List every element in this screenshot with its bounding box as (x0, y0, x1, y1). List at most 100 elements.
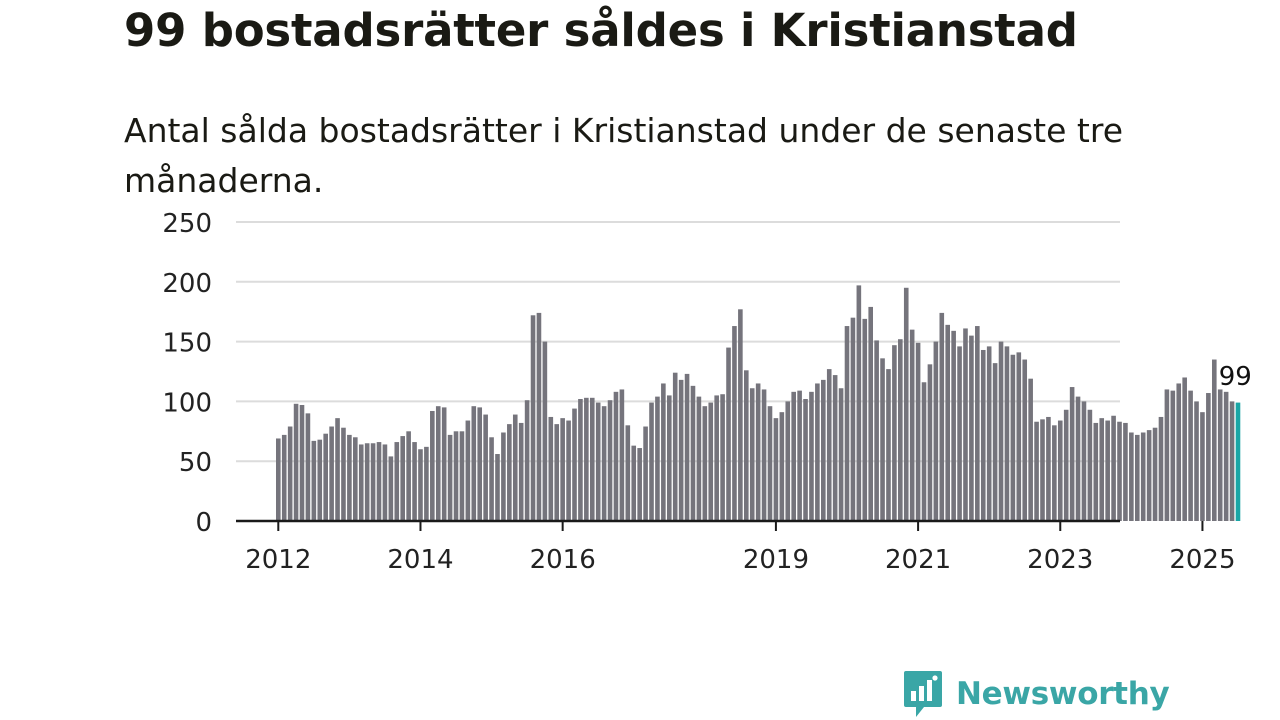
bar (779, 412, 785, 521)
bar (678, 379, 684, 521)
bar (755, 383, 761, 521)
bar (530, 315, 536, 521)
bar (732, 326, 737, 521)
bar (1040, 419, 1045, 521)
bars (276, 285, 1241, 521)
bar (738, 309, 743, 521)
bar (1211, 359, 1217, 521)
bar (1188, 390, 1193, 521)
bar (868, 306, 873, 521)
bar (554, 424, 560, 521)
bar (690, 385, 696, 521)
bar (607, 400, 613, 521)
bar (684, 373, 690, 521)
bar (299, 404, 305, 521)
bar (969, 335, 974, 521)
bar (394, 442, 400, 521)
bar (435, 406, 441, 521)
bar (761, 389, 767, 521)
bar (584, 397, 589, 521)
bar (483, 414, 488, 521)
bar (430, 410, 435, 521)
bar (826, 369, 832, 521)
y-tick-label: 50 (179, 448, 212, 478)
bar (1182, 377, 1187, 521)
y-axis-tick-labels: 0 50 100 150 200 250 (162, 209, 212, 538)
bar (578, 399, 583, 521)
bar (406, 431, 411, 521)
bar (566, 420, 571, 521)
x-tick-label: 2025 (1169, 545, 1235, 575)
bar (844, 326, 850, 521)
bar (353, 437, 358, 521)
bar (1052, 425, 1057, 521)
bar (1217, 389, 1223, 521)
bar (821, 379, 826, 521)
bar (1046, 416, 1051, 521)
bar (809, 391, 814, 521)
bar (1111, 415, 1116, 521)
bar (726, 347, 731, 521)
chart-title: 99 bostadsrätter såldes i Kristianstad (124, 4, 1078, 57)
x-tick-label: 2016 (530, 545, 596, 575)
bar (1093, 422, 1099, 521)
bar (791, 391, 796, 521)
y-tick-label: 150 (162, 329, 212, 359)
bar (856, 285, 862, 521)
x-tick-label: 2014 (387, 545, 453, 575)
x-tick-label: 2012 (245, 545, 311, 575)
bar (1164, 389, 1170, 521)
bar (424, 446, 429, 521)
bar (649, 402, 654, 521)
bar (992, 363, 998, 521)
bar (477, 407, 483, 521)
bar (1022, 359, 1028, 521)
x-tick-label: 2019 (743, 545, 809, 575)
bar (453, 431, 459, 521)
bar (838, 388, 844, 521)
bar (613, 391, 619, 521)
brand-name: Newsworthy (956, 676, 1170, 712)
bar (767, 406, 773, 521)
bar (376, 442, 382, 521)
y-tick-label: 250 (162, 209, 212, 239)
bar (560, 418, 565, 521)
bar (1057, 420, 1063, 521)
bar (323, 433, 328, 521)
bar (542, 341, 548, 521)
bar (1146, 430, 1152, 521)
bar (986, 346, 992, 521)
bar (317, 439, 323, 521)
bar (358, 444, 364, 521)
bar (276, 438, 281, 521)
bar (785, 401, 791, 521)
bar (1129, 432, 1134, 521)
bar (714, 395, 719, 521)
bar (512, 414, 518, 521)
bar (400, 436, 406, 521)
bar (281, 434, 287, 521)
bar (637, 448, 642, 521)
bar (915, 342, 921, 521)
bar (815, 383, 820, 521)
bar (1134, 434, 1140, 521)
bar (1200, 412, 1205, 521)
bar (921, 382, 927, 521)
bar (1034, 421, 1039, 521)
bar (933, 341, 939, 521)
bar (1010, 354, 1016, 521)
bar (447, 434, 453, 521)
bar (980, 349, 986, 521)
bar (1117, 421, 1122, 521)
bar (536, 312, 542, 521)
bar (957, 346, 962, 521)
bar (489, 437, 494, 521)
bar (501, 432, 506, 521)
bar (909, 329, 915, 521)
bar (661, 383, 666, 521)
bar (631, 445, 637, 521)
x-axis-tick-labels: 2012 2014 2016 2019 2021 2023 2025 (245, 521, 1236, 575)
bar (293, 403, 299, 521)
bar (672, 372, 678, 521)
bar (655, 396, 660, 521)
